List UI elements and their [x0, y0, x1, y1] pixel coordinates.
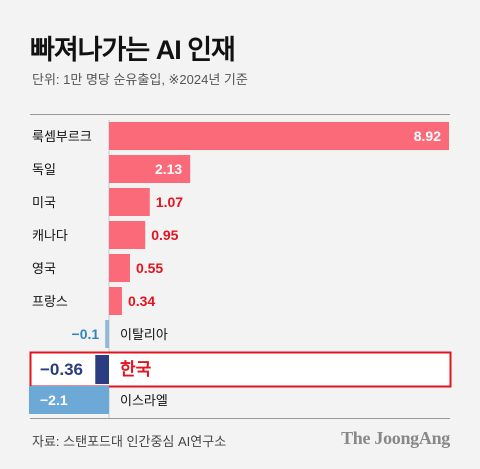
category-label-3: 캐나다 — [32, 228, 68, 243]
category-label-8: 이스라엘 — [120, 393, 168, 408]
value-label-6: −0.1 — [72, 326, 100, 342]
publisher-logo: The JoongAng — [341, 428, 450, 448]
category-label-5: 프랑스 — [32, 294, 68, 309]
category-label-6: 이탈리아 — [120, 327, 168, 342]
bar-5 — [109, 287, 122, 315]
source-note: 자료: 스탠포드대 인간중심 AI연구소 — [32, 434, 227, 449]
bar-4 — [109, 254, 130, 282]
value-label-2: 1.07 — [156, 194, 183, 210]
category-label-2: 미국 — [32, 195, 56, 210]
value-label-5: 0.34 — [128, 293, 155, 309]
top-divider — [30, 114, 450, 115]
bar-3 — [109, 221, 146, 249]
value-label-4: 0.55 — [136, 260, 163, 276]
value-label-0: 8.92 — [414, 128, 441, 144]
category-label-7: 한국 — [120, 360, 152, 379]
category-label-4: 영국 — [32, 261, 56, 276]
highlight-box — [29, 351, 452, 388]
value-label-1: 2.13 — [155, 161, 182, 177]
bar-1 — [109, 155, 191, 183]
bar-0 — [109, 122, 449, 150]
value-label-7: −0.36 — [40, 360, 83, 379]
category-label-1: 독일 — [32, 162, 56, 177]
bottom-divider — [30, 418, 450, 419]
chart-title: 빠져나가는 AI 인재 — [30, 35, 236, 65]
bar-6 — [105, 320, 109, 348]
category-label-0: 룩셈부르크 — [32, 129, 92, 144]
bars-layer: 룩셈부르크 8.92 독일 2.13 미국 1.07 캐나다 0.95 영국 0.55 프랑스 0.3… — [28, 120, 452, 419]
bar-2 — [109, 188, 150, 216]
bar-8 — [28, 386, 110, 414]
chart-subtitle: 단위: 1만 명당 순유출입, ※2024년 기준 — [32, 72, 248, 87]
bar-7 — [95, 355, 109, 384]
value-label-3: 0.95 — [151, 227, 178, 243]
value-label-8: −2.1 — [40, 392, 68, 408]
